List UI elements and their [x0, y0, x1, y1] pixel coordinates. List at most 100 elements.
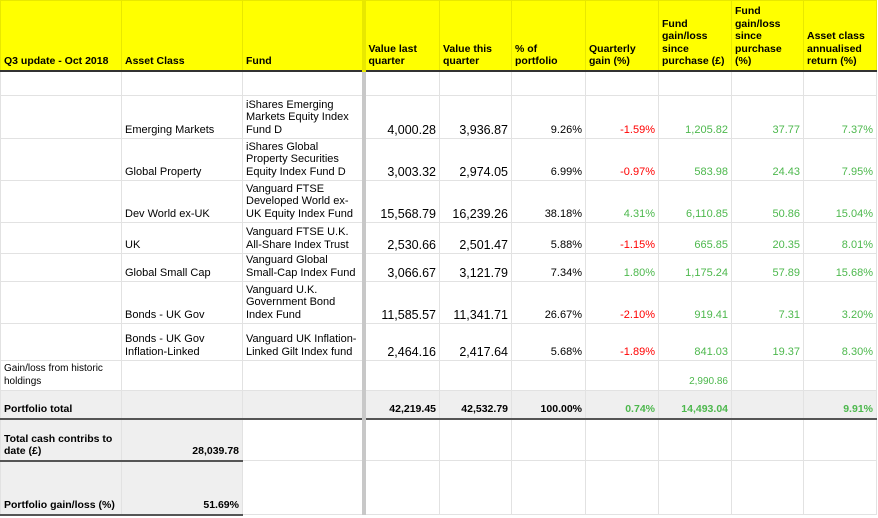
cell[interactable]: [731, 460, 804, 515]
fund-cell[interactable]: Vanguard FTSE Developed World ex-UK Equi…: [242, 180, 364, 223]
value-this-cell[interactable]: 16,239.26: [439, 180, 512, 223]
asset-class-cell[interactable]: Global Small Cap: [121, 253, 243, 282]
header-value-last[interactable]: Value last quarter: [361, 0, 440, 72]
gain-pct-cell[interactable]: 7.31: [731, 281, 804, 324]
header-gain-gbp[interactable]: Fund gain/loss since purchase (£): [658, 0, 732, 72]
fund-cell[interactable]: Vanguard Global Small-Cap Index Fund: [242, 253, 364, 282]
cell[interactable]: [0, 253, 122, 282]
portfolio-gain-value[interactable]: 51.69%: [121, 460, 243, 516]
pct-portfolio-cell[interactable]: 26.67%: [511, 281, 586, 324]
portfolio-gain-label[interactable]: Portfolio gain/loss (%): [0, 460, 122, 516]
quarterly-gain-cell[interactable]: -2.10%: [585, 281, 659, 324]
cell[interactable]: [803, 70, 877, 96]
total-last[interactable]: 42,219.45: [361, 390, 440, 420]
total-gain-gbp[interactable]: 14,493.04: [658, 390, 732, 420]
cell[interactable]: [361, 460, 440, 515]
cell[interactable]: [242, 460, 364, 515]
historic-label[interactable]: Gain/loss from historic holdings: [0, 360, 122, 391]
cell[interactable]: [0, 95, 122, 139]
cell[interactable]: [439, 70, 512, 96]
cell[interactable]: [585, 418, 659, 461]
value-last-cell[interactable]: 2,464.16: [361, 323, 440, 361]
pct-portfolio-cell[interactable]: 38.18%: [511, 180, 586, 223]
cell[interactable]: [439, 360, 512, 391]
cell[interactable]: [585, 360, 659, 391]
pct-portfolio-cell[interactable]: 5.68%: [511, 323, 586, 361]
cell[interactable]: [242, 390, 364, 420]
value-last-cell[interactable]: 4,000.28: [361, 95, 440, 139]
gain-pct-cell[interactable]: 20.35: [731, 222, 804, 254]
cell[interactable]: [121, 390, 243, 420]
historic-gain-gbp[interactable]: 2,990.86: [658, 360, 732, 391]
annualised-cell[interactable]: 7.37%: [803, 95, 877, 139]
value-this-cell[interactable]: 11,341.71: [439, 281, 512, 324]
cell[interactable]: [361, 360, 440, 391]
header-annualised[interactable]: Asset class annualised return (%): [803, 0, 877, 72]
cell[interactable]: [439, 418, 512, 461]
cell[interactable]: [731, 390, 804, 420]
cell[interactable]: [658, 70, 732, 96]
value-this-cell[interactable]: 2,501.47: [439, 222, 512, 254]
cell[interactable]: [803, 460, 877, 515]
quarterly-gain-cell[interactable]: 1.80%: [585, 253, 659, 282]
cell[interactable]: [0, 281, 122, 324]
header-asset-class[interactable]: Asset Class: [121, 0, 243, 72]
annualised-cell[interactable]: 15.68%: [803, 253, 877, 282]
quarterly-gain-cell[interactable]: 4.31%: [585, 180, 659, 223]
cell[interactable]: [0, 180, 122, 223]
header-quarterly-gain[interactable]: Quarterly gain (%): [585, 0, 659, 72]
cell[interactable]: [511, 70, 586, 96]
value-this-cell[interactable]: 3,936.87: [439, 95, 512, 139]
cell[interactable]: [242, 70, 364, 96]
total-this[interactable]: 42,532.79: [439, 390, 512, 420]
fund-cell[interactable]: Vanguard U.K. Government Bond Index Fund: [242, 281, 364, 324]
gain-gbp-cell[interactable]: 583.98: [658, 138, 732, 181]
asset-class-cell[interactable]: Global Property: [121, 138, 243, 181]
cell[interactable]: [585, 70, 659, 96]
gain-gbp-cell[interactable]: 1,205.82: [658, 95, 732, 139]
cell[interactable]: [731, 360, 804, 391]
cell[interactable]: [361, 70, 440, 96]
cell[interactable]: [511, 418, 586, 461]
annualised-cell[interactable]: 7.95%: [803, 138, 877, 181]
cell[interactable]: [803, 360, 877, 391]
gain-pct-cell[interactable]: 50.86: [731, 180, 804, 223]
total-qgain[interactable]: 0.74%: [585, 390, 659, 420]
value-last-cell[interactable]: 11,585.57: [361, 281, 440, 324]
header-pct-portfolio[interactable]: % of portfolio: [511, 0, 586, 72]
pct-portfolio-cell[interactable]: 6.99%: [511, 138, 586, 181]
annualised-cell[interactable]: 3.20%: [803, 281, 877, 324]
cell[interactable]: [242, 360, 364, 391]
annualised-cell[interactable]: 8.01%: [803, 222, 877, 254]
gain-pct-cell[interactable]: 24.43: [731, 138, 804, 181]
cell[interactable]: [731, 418, 804, 461]
cell[interactable]: [658, 418, 732, 461]
total-annual[interactable]: 9.91%: [803, 390, 877, 420]
asset-class-cell[interactable]: UK: [121, 222, 243, 254]
value-this-cell[interactable]: 2,974.05: [439, 138, 512, 181]
quarterly-gain-cell[interactable]: -0.97%: [585, 138, 659, 181]
total-label[interactable]: Portfolio total: [0, 390, 122, 420]
gain-gbp-cell[interactable]: 1,175.24: [658, 253, 732, 282]
cell[interactable]: [242, 418, 364, 461]
cell[interactable]: [0, 138, 122, 181]
quarterly-gain-cell[interactable]: -1.89%: [585, 323, 659, 361]
gain-pct-cell[interactable]: 19.37: [731, 323, 804, 361]
cell[interactable]: [121, 360, 243, 391]
cell[interactable]: [658, 460, 732, 515]
annualised-cell[interactable]: 8.30%: [803, 323, 877, 361]
cell[interactable]: [511, 460, 586, 515]
asset-class-cell[interactable]: Bonds - UK Gov: [121, 281, 243, 324]
gain-gbp-cell[interactable]: 665.85: [658, 222, 732, 254]
cell[interactable]: [585, 460, 659, 515]
fund-cell[interactable]: Vanguard UK Inflation-Linked Gilt Index …: [242, 323, 364, 361]
cell[interactable]: [0, 323, 122, 361]
header-title[interactable]: Q3 update - Oct 2018: [0, 0, 122, 72]
asset-class-cell[interactable]: Dev World ex-UK: [121, 180, 243, 223]
cell[interactable]: [0, 70, 122, 96]
gain-gbp-cell[interactable]: 919.41: [658, 281, 732, 324]
pct-portfolio-cell[interactable]: 7.34%: [511, 253, 586, 282]
gain-pct-cell[interactable]: 37.77: [731, 95, 804, 139]
value-last-cell[interactable]: 15,568.79: [361, 180, 440, 223]
header-value-this[interactable]: Value this quarter: [439, 0, 512, 72]
